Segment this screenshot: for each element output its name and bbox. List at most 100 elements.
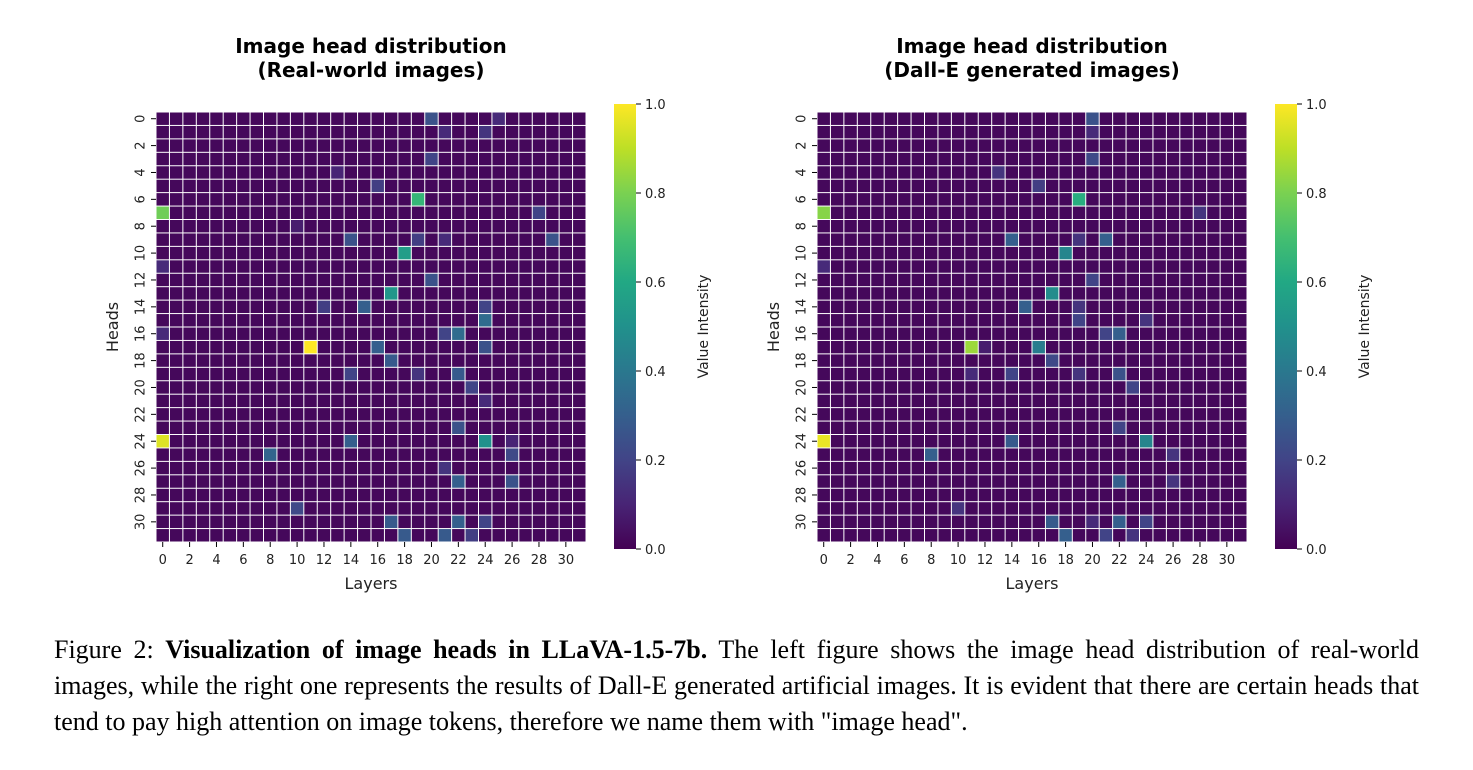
heatmap-cell bbox=[925, 435, 938, 448]
heatmap-cell bbox=[277, 475, 290, 488]
heatmap-cell bbox=[317, 381, 331, 394]
heatmap-cell bbox=[884, 327, 898, 340]
heatmap-cell bbox=[1180, 166, 1193, 179]
heatmap-cell bbox=[532, 421, 546, 434]
heatmap-cell bbox=[492, 233, 505, 246]
heatmap-cell bbox=[290, 314, 304, 327]
heatmap-cell bbox=[223, 367, 237, 381]
heatmap-cell bbox=[1207, 125, 1220, 139]
heatmap-cell bbox=[898, 327, 911, 340]
x-tick-label: 10 bbox=[289, 553, 306, 568]
heatmap-cell bbox=[1032, 152, 1045, 166]
heatmap-cell bbox=[264, 408, 277, 421]
heatmap-cell bbox=[358, 152, 371, 166]
heatmap-cell bbox=[479, 529, 492, 542]
heatmap-cell bbox=[1072, 488, 1086, 502]
heatmap-cell bbox=[573, 340, 586, 354]
heatmap-cell bbox=[817, 408, 830, 421]
heatmap-cell bbox=[492, 475, 505, 488]
heatmap-cell bbox=[465, 327, 478, 340]
y-tick-label: 24 bbox=[795, 433, 810, 450]
heatmap-cell bbox=[505, 421, 519, 434]
heatmap-cell bbox=[331, 367, 344, 381]
heatmap-cell bbox=[183, 139, 196, 152]
heatmap-cell bbox=[250, 287, 263, 300]
x-tick-label: 10 bbox=[950, 553, 967, 568]
heatmap-cell bbox=[196, 421, 210, 434]
y-tick-label: 16 bbox=[134, 325, 149, 342]
heatmap-cell bbox=[911, 206, 924, 219]
heatmap-cell bbox=[978, 139, 992, 152]
heatmap-cell bbox=[857, 367, 871, 381]
heatmap-cell bbox=[951, 260, 965, 273]
heatmap-cell bbox=[358, 206, 371, 219]
heatmap-cell bbox=[479, 314, 492, 327]
heatmap-cell bbox=[290, 475, 304, 488]
heatmap-cell bbox=[1193, 273, 1207, 287]
heatmap-cell bbox=[479, 273, 492, 287]
heatmap-cell bbox=[210, 287, 223, 300]
heatmap-cell bbox=[817, 502, 830, 515]
heatmap-cell bbox=[223, 529, 237, 542]
heatmap-cell bbox=[169, 529, 183, 542]
heatmap-cell bbox=[1180, 193, 1193, 206]
heatmap-cell bbox=[884, 220, 898, 233]
heatmap-cell bbox=[277, 408, 290, 421]
heatmap-cell bbox=[830, 354, 844, 367]
heatmap-cell bbox=[183, 125, 196, 139]
heatmap-cell bbox=[1220, 394, 1234, 408]
heatmap-cell bbox=[196, 246, 210, 260]
heatmap-cell bbox=[358, 354, 371, 367]
heatmap-cell bbox=[371, 394, 384, 408]
heatmap-cell bbox=[1072, 206, 1086, 219]
heatmap-cell bbox=[1207, 448, 1220, 461]
heatmap-cell bbox=[951, 448, 965, 461]
colorbar-tick-label: 0.2 bbox=[1306, 454, 1327, 469]
heatmap-cell bbox=[978, 461, 992, 475]
heatmap-cell bbox=[978, 448, 992, 461]
heatmap-cell bbox=[1166, 354, 1180, 367]
heatmap-cell bbox=[857, 233, 871, 246]
heatmap-cell bbox=[573, 421, 586, 434]
heatmap-cell bbox=[331, 435, 344, 448]
heatmap-cell bbox=[1045, 394, 1059, 408]
heatmap-cell bbox=[532, 273, 546, 287]
heatmap-cell bbox=[210, 260, 223, 273]
heatmap-cell bbox=[317, 367, 331, 381]
heatmap-cell bbox=[1140, 300, 1153, 314]
heatmap-cell bbox=[817, 394, 830, 408]
heatmap-cell bbox=[1045, 354, 1059, 367]
heatmap-cell bbox=[317, 448, 331, 461]
heatmap-cell bbox=[978, 488, 992, 502]
heatmap-cell bbox=[1126, 367, 1139, 381]
heatmap-cell bbox=[573, 287, 586, 300]
heatmap-cell bbox=[183, 515, 196, 529]
heatmap-cell bbox=[546, 246, 559, 260]
heatmap-cell bbox=[169, 179, 183, 193]
heatmap-cell bbox=[210, 300, 223, 314]
heatmap-cell bbox=[1072, 435, 1086, 448]
heatmap-cell bbox=[384, 488, 398, 502]
heatmap-cell bbox=[331, 327, 344, 340]
heatmap-cell bbox=[1032, 367, 1045, 381]
heatmap-cell bbox=[331, 246, 344, 260]
heatmap-cell bbox=[951, 273, 965, 287]
heatmap-cell bbox=[425, 515, 438, 529]
heatmap-cell bbox=[210, 246, 223, 260]
heatmap-cell bbox=[1099, 220, 1113, 233]
y-tick-label: 20 bbox=[134, 379, 149, 396]
heatmap-cell bbox=[1005, 354, 1019, 367]
heatmap-cell bbox=[479, 260, 492, 273]
heatmap-cell bbox=[317, 260, 331, 273]
heatmap-cell bbox=[438, 233, 452, 246]
heatmap-cell bbox=[183, 206, 196, 219]
heatmap-cell bbox=[951, 179, 965, 193]
heatmap-cell bbox=[519, 220, 532, 233]
heatmap-cell bbox=[925, 220, 938, 233]
heatmap-cell bbox=[546, 260, 559, 273]
heatmap-cell bbox=[1193, 354, 1207, 367]
heatmap-cell bbox=[1140, 461, 1153, 475]
heatmap-cell bbox=[559, 367, 573, 381]
heatmap-cell bbox=[573, 206, 586, 219]
heatmap-cell bbox=[1234, 246, 1247, 260]
